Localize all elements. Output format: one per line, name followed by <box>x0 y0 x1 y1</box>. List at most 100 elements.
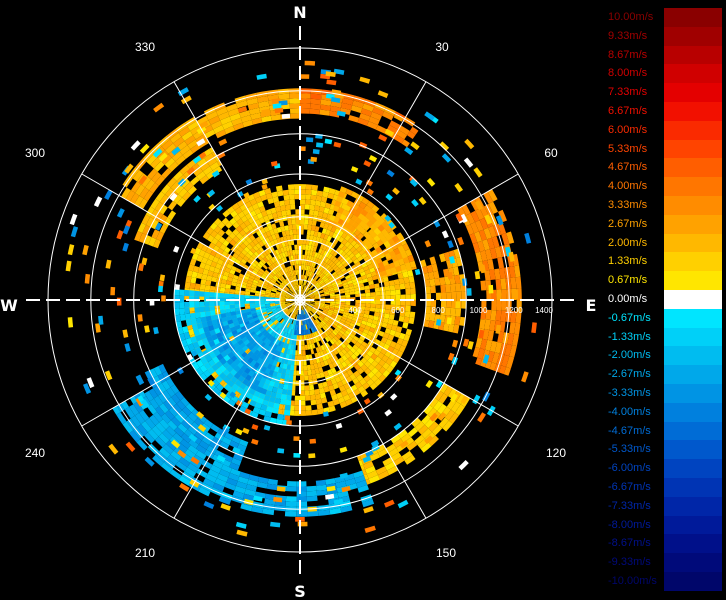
velocity-cell <box>146 153 158 166</box>
velocity-cell <box>233 365 241 373</box>
velocity-cell <box>295 290 299 296</box>
velocity-cell <box>363 398 371 405</box>
velocity-cell <box>300 103 311 109</box>
velocity-cell <box>271 270 277 276</box>
velocity-cell <box>338 350 345 358</box>
velocity-cell <box>296 330 299 336</box>
velocity-cell <box>224 432 234 441</box>
velocity-cell <box>239 110 251 118</box>
velocity-cell <box>365 321 372 328</box>
velocity-cell <box>171 394 181 404</box>
colorbar-entry: 7.33m/s <box>606 83 722 102</box>
velocity-cell <box>222 368 230 377</box>
velocity-cell <box>333 328 340 334</box>
velocity-cell <box>338 308 345 312</box>
velocity-cell <box>438 393 448 404</box>
velocity-cell <box>310 322 314 328</box>
velocity-cell <box>378 366 387 375</box>
velocity-cell <box>306 318 309 324</box>
velocity-cell <box>239 229 247 237</box>
colorbar-label: 4.67m/s <box>608 161 648 174</box>
velocity-cell <box>240 215 248 223</box>
velocity-cell <box>314 257 319 264</box>
velocity-cell <box>452 324 460 334</box>
velocity-cell <box>70 226 79 238</box>
velocity-cell <box>361 341 368 348</box>
velocity-cell <box>481 300 487 310</box>
velocity-cell <box>190 176 200 186</box>
velocity-cell <box>306 490 318 497</box>
velocity-cell <box>343 287 350 291</box>
velocity-cell <box>275 345 281 351</box>
velocity-cell <box>307 289 312 294</box>
velocity-cell <box>247 250 254 257</box>
velocity-cell <box>383 281 390 287</box>
velocity-cell <box>442 420 453 432</box>
velocity-cell <box>278 242 283 249</box>
velocity-cell <box>194 307 200 313</box>
velocity-cell <box>280 341 285 348</box>
velocity-cell <box>253 361 260 369</box>
velocity-cell <box>272 276 278 281</box>
velocity-cell <box>228 323 235 329</box>
velocity-cell <box>370 374 379 383</box>
velocity-cell <box>236 100 248 109</box>
velocity-cell <box>269 264 275 270</box>
velocity-cell <box>305 260 309 266</box>
velocity-cell <box>280 373 286 380</box>
velocity-cell <box>292 324 296 330</box>
velocity-cell <box>389 120 401 130</box>
velocity-cell <box>325 342 331 348</box>
velocity-cell <box>251 261 257 268</box>
velocity-cell <box>365 334 372 341</box>
velocity-cell <box>184 289 190 297</box>
velocity-cell <box>239 290 246 295</box>
velocity-cell <box>323 277 329 283</box>
velocity-cell <box>179 295 185 303</box>
velocity-cell <box>434 277 441 286</box>
velocity-cell <box>286 327 290 334</box>
velocity-cell <box>204 331 212 338</box>
velocity-cell <box>369 327 376 333</box>
velocity-cell <box>349 322 356 328</box>
velocity-cell <box>347 313 354 318</box>
velocity-cell <box>284 267 288 274</box>
velocity-cell <box>251 312 258 317</box>
velocity-cell <box>290 239 295 246</box>
velocity-cell <box>374 356 382 364</box>
velocity-cell <box>270 316 276 322</box>
velocity-cell <box>497 257 505 269</box>
velocity-cell <box>268 282 274 287</box>
velocity-cell <box>285 285 290 290</box>
velocity-cell <box>144 325 150 333</box>
velocity-cell <box>290 344 294 350</box>
velocity-cell <box>271 98 281 104</box>
velocity-cell <box>284 279 289 285</box>
velocity-cell <box>203 326 210 333</box>
velocity-cell <box>515 276 522 289</box>
velocity-cell <box>205 315 212 322</box>
velocity-cell <box>224 293 230 298</box>
velocity-cell <box>344 352 351 359</box>
velocity-cell <box>322 244 328 251</box>
velocity-cell <box>223 376 231 384</box>
velocity-cell <box>184 448 196 459</box>
colorbar-label: -5.33m/s <box>608 443 651 456</box>
velocity-cell <box>213 225 222 234</box>
velocity-cell <box>281 290 287 294</box>
velocity-cell <box>199 306 205 313</box>
velocity-cell <box>303 293 309 297</box>
velocity-cell <box>364 310 370 315</box>
velocity-cell <box>260 377 267 384</box>
velocity-cell <box>309 438 317 444</box>
velocity-cell <box>375 295 381 300</box>
velocity-cell <box>215 360 223 368</box>
velocity-cell <box>283 287 289 292</box>
velocity-cell <box>144 390 154 402</box>
velocity-cell <box>371 367 379 375</box>
velocity-cell <box>393 438 404 448</box>
velocity-cell <box>204 432 215 441</box>
velocity-cell <box>296 355 300 361</box>
velocity-cell <box>315 284 321 289</box>
velocity-cell <box>234 289 241 294</box>
